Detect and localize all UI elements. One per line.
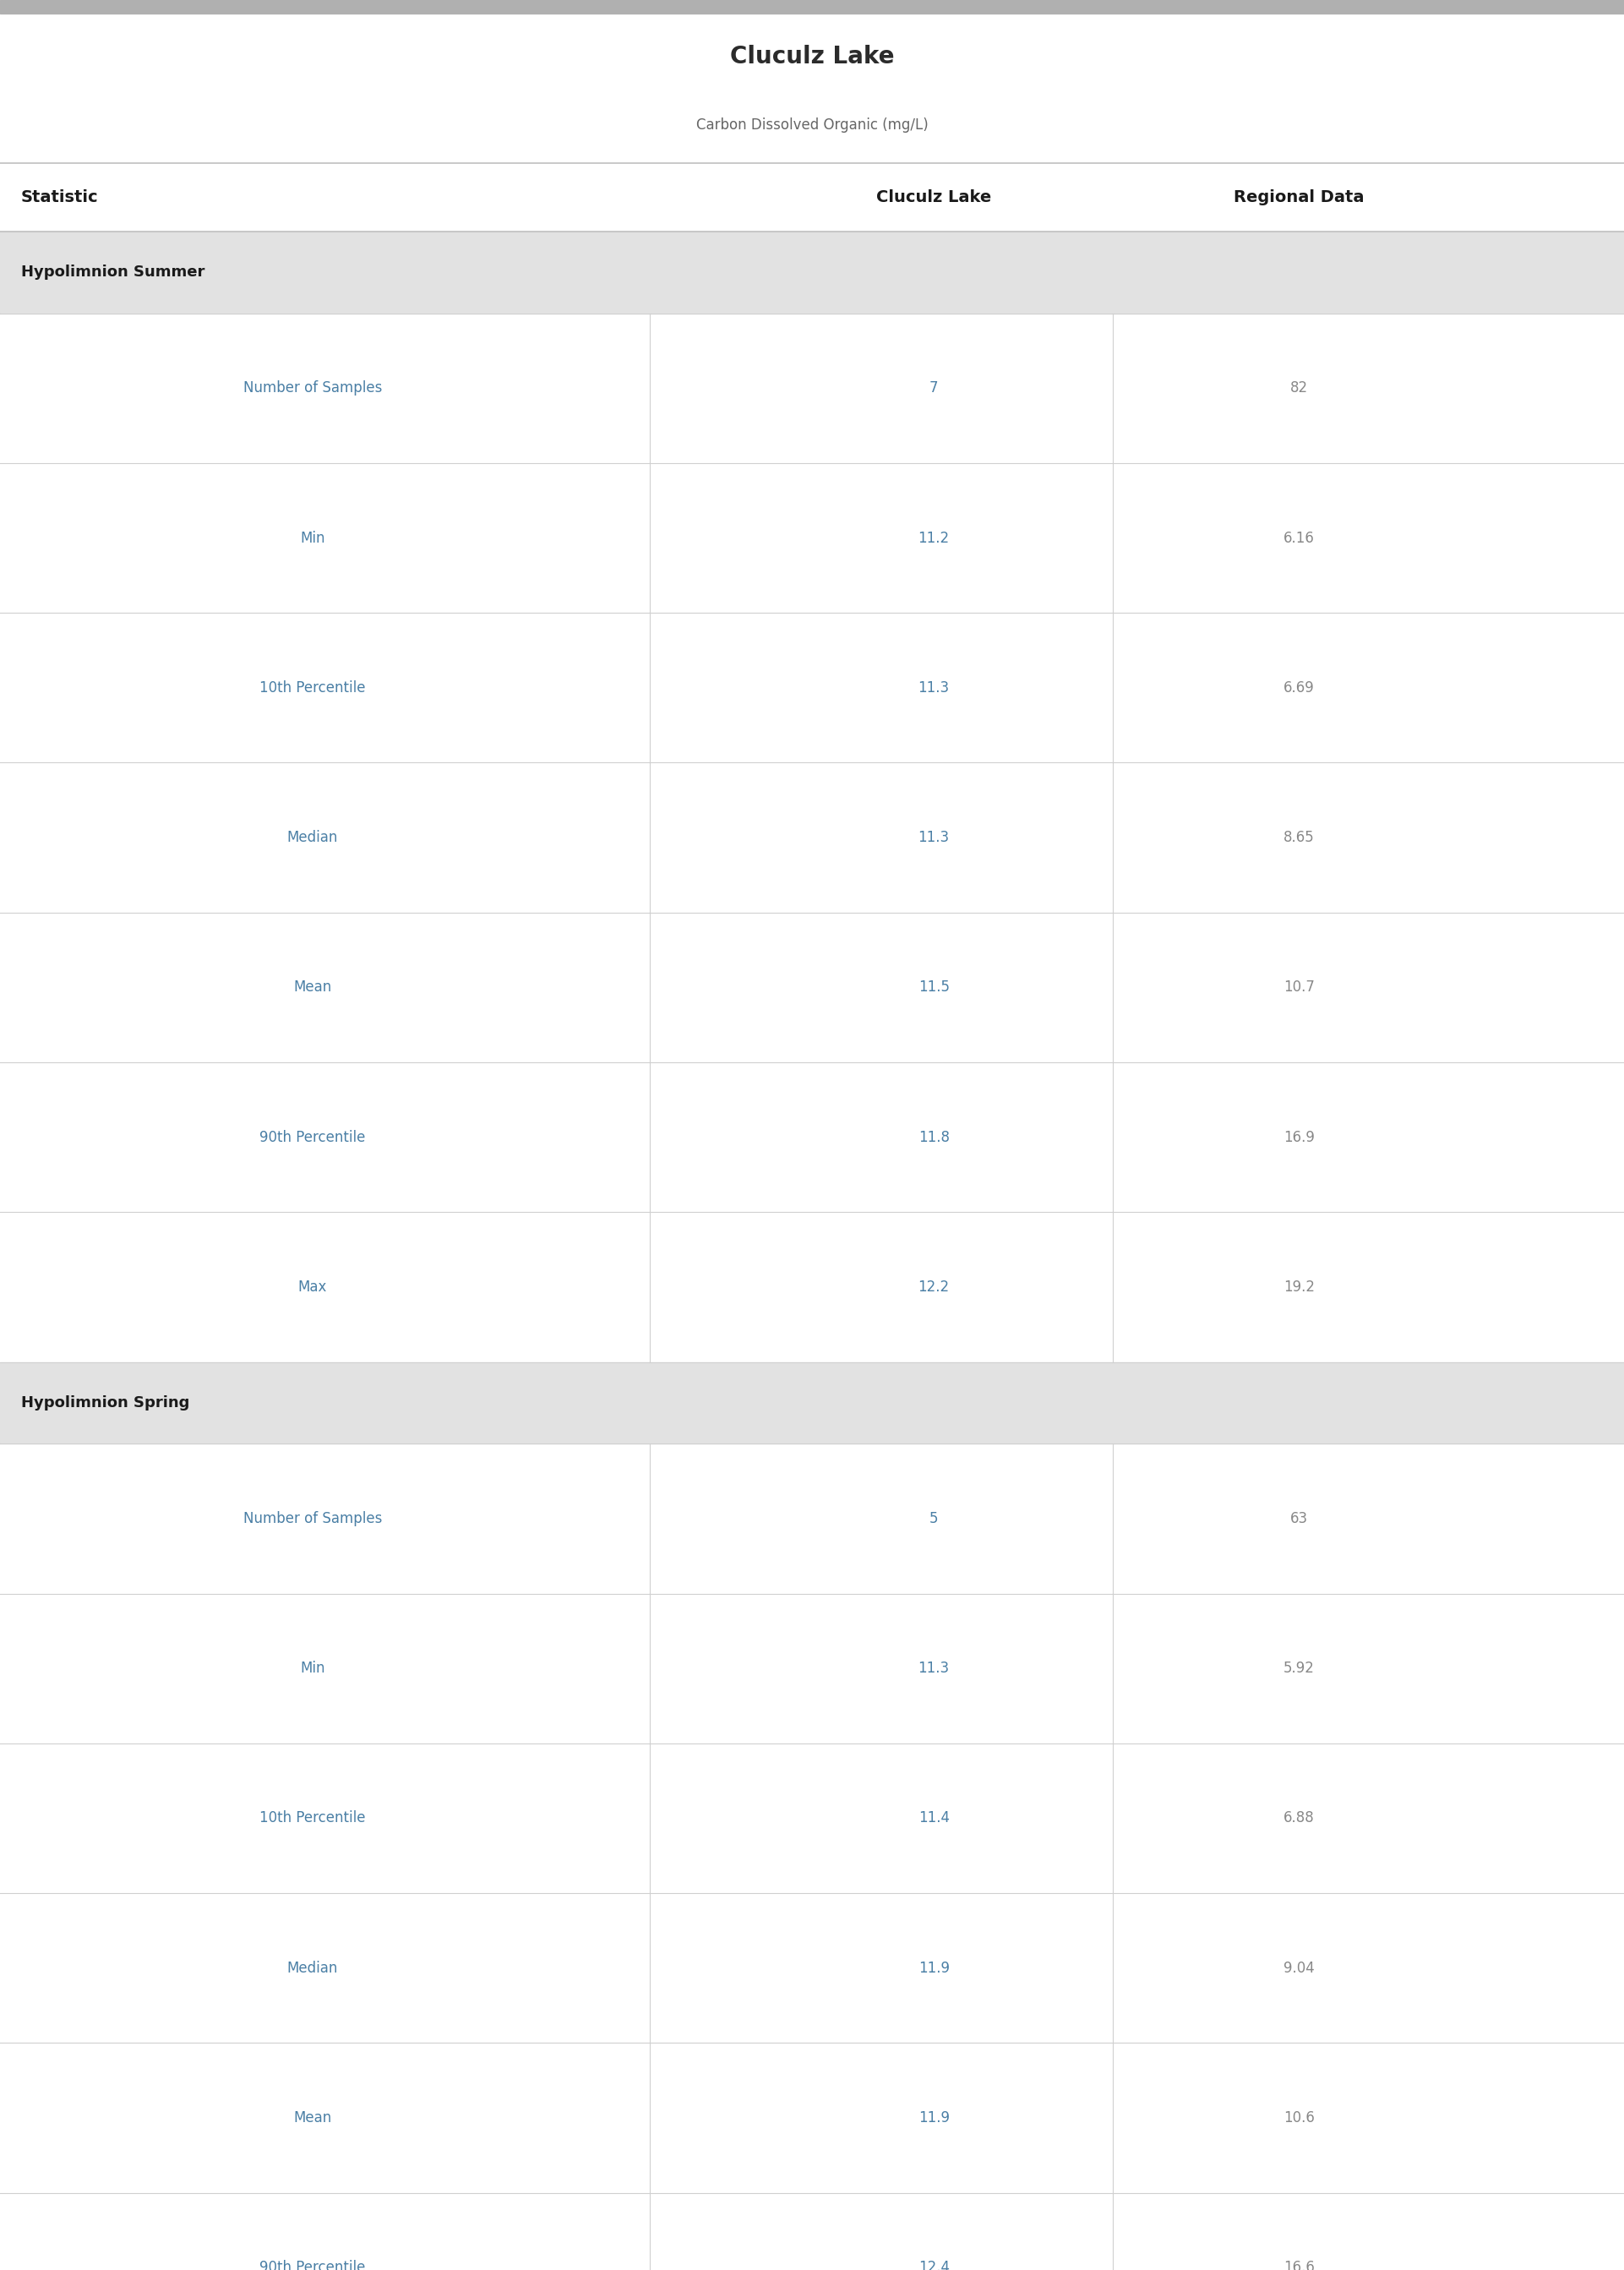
Text: Median: Median: [287, 831, 338, 844]
Text: 9.04: 9.04: [1283, 1961, 1315, 1975]
Text: 19.2: 19.2: [1283, 1280, 1315, 1294]
Bar: [0, 763, 1624, 913]
Text: 11.5: 11.5: [918, 981, 950, 994]
Bar: [0, 1212, 1624, 1362]
Text: Mean: Mean: [294, 981, 331, 994]
Text: Min: Min: [300, 1662, 325, 1675]
Bar: [0, 463, 1624, 613]
Text: 16.6: 16.6: [1283, 2261, 1315, 2270]
Text: 11.3: 11.3: [918, 681, 950, 695]
Text: 10.6: 10.6: [1283, 2111, 1315, 2125]
Bar: [0, 313, 1624, 463]
Text: 11.9: 11.9: [918, 1961, 950, 1975]
Bar: [0, 1062, 1624, 1212]
Bar: [0, 1743, 1624, 1893]
Text: Mean: Mean: [294, 2111, 331, 2125]
Text: 10.7: 10.7: [1283, 981, 1315, 994]
Text: 8.65: 8.65: [1283, 831, 1315, 844]
Bar: [0, 613, 1624, 763]
Text: 10th Percentile: 10th Percentile: [260, 681, 365, 695]
Text: 11.9: 11.9: [918, 2111, 950, 2125]
Text: 7: 7: [929, 381, 939, 395]
Text: 12.2: 12.2: [918, 1280, 950, 1294]
Bar: [0, 1893, 1624, 2043]
Text: 11.4: 11.4: [918, 1811, 950, 1825]
Text: 11.3: 11.3: [918, 1662, 950, 1675]
Bar: [0, 1594, 1624, 1743]
Text: Hypolimnion Spring: Hypolimnion Spring: [21, 1396, 190, 1410]
Text: 6.16: 6.16: [1283, 531, 1315, 545]
Text: 6.69: 6.69: [1283, 681, 1315, 695]
Text: 11.8: 11.8: [918, 1130, 950, 1144]
Bar: [0, 913, 1624, 1062]
Text: Number of Samples: Number of Samples: [244, 381, 382, 395]
Bar: [0, 232, 1624, 313]
Text: Min: Min: [300, 531, 325, 545]
Text: Statistic: Statistic: [21, 188, 99, 207]
Text: 63: 63: [1291, 1512, 1307, 1525]
Text: 90th Percentile: 90th Percentile: [260, 2261, 365, 2270]
Text: 5.92: 5.92: [1283, 1662, 1315, 1675]
Bar: [0, 1444, 1624, 1594]
Text: Hypolimnion Summer: Hypolimnion Summer: [21, 266, 205, 279]
Text: 16.9: 16.9: [1283, 1130, 1315, 1144]
Text: Cluculz Lake: Cluculz Lake: [729, 45, 895, 68]
Text: 5: 5: [929, 1512, 939, 1525]
Text: 12.4: 12.4: [918, 2261, 950, 2270]
Bar: [0, 0, 1624, 14]
Text: Median: Median: [287, 1961, 338, 1975]
Bar: [0, 2193, 1624, 2270]
Bar: [0, 1362, 1624, 1444]
Text: 90th Percentile: 90th Percentile: [260, 1130, 365, 1144]
Text: 82: 82: [1291, 381, 1307, 395]
Text: Number of Samples: Number of Samples: [244, 1512, 382, 1525]
Text: 6.88: 6.88: [1283, 1811, 1315, 1825]
Text: 10th Percentile: 10th Percentile: [260, 1811, 365, 1825]
Text: 11.2: 11.2: [918, 531, 950, 545]
Bar: [0, 2043, 1624, 2193]
Text: Carbon Dissolved Organic (mg/L): Carbon Dissolved Organic (mg/L): [697, 118, 927, 132]
Text: Regional Data: Regional Data: [1234, 188, 1364, 207]
Text: Max: Max: [299, 1280, 326, 1294]
Text: Cluculz Lake: Cluculz Lake: [877, 188, 991, 207]
Text: 11.3: 11.3: [918, 831, 950, 844]
